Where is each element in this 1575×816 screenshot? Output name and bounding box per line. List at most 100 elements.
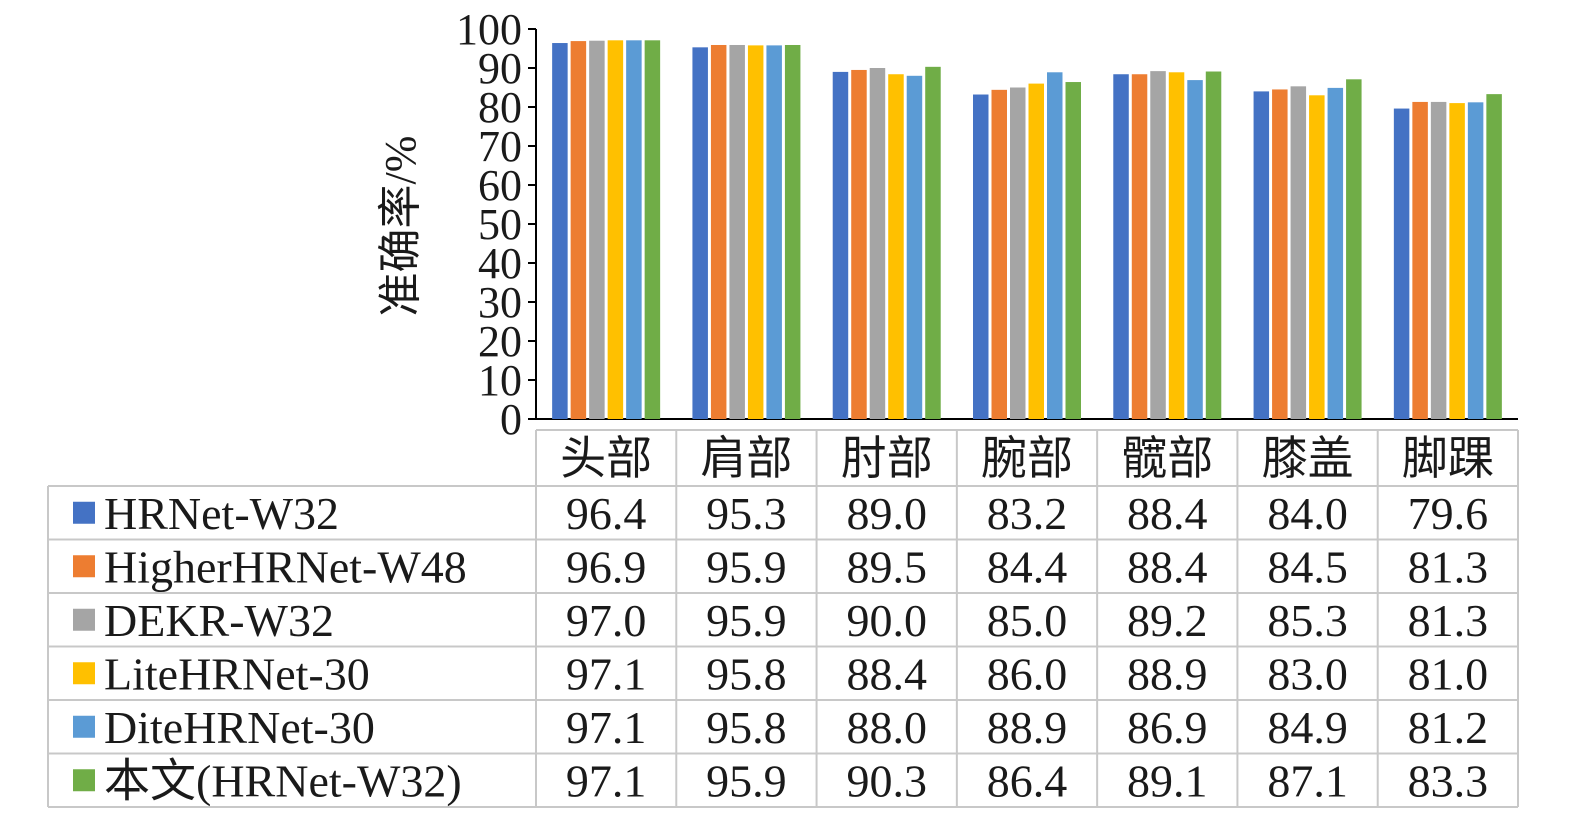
legend-swatch	[73, 769, 95, 792]
bar	[1187, 80, 1203, 419]
bar	[1467, 102, 1484, 419]
y-axis-label: 准确率/%	[376, 136, 425, 317]
bar	[1131, 74, 1148, 420]
data-label: 96.4	[566, 488, 647, 539]
x-tick-label: 髋部	[1121, 433, 1213, 484]
data-label: 85.0	[987, 595, 1068, 646]
data-label: 89.5	[846, 541, 927, 592]
data-label: 89.0	[846, 488, 927, 539]
bar	[1430, 101, 1447, 420]
bar	[869, 68, 886, 419]
data-label: 83.0	[1267, 648, 1348, 699]
data-label: 97.1	[566, 648, 647, 699]
data-label: 86.9	[1127, 702, 1208, 753]
bar	[626, 40, 642, 420]
y-tick-label: 70	[478, 122, 522, 171]
y-tick-label: 60	[478, 161, 522, 210]
data-label: 88.4	[1127, 488, 1208, 539]
data-label: 90.3	[846, 755, 927, 806]
y-tick-label: 50	[478, 200, 522, 249]
data-label: 79.6	[1408, 488, 1489, 539]
data-label: 95.9	[706, 595, 787, 646]
bar	[747, 45, 764, 419]
data-label: 97.1	[566, 702, 647, 753]
data-label: 90.0	[846, 595, 927, 646]
data-label: 83.3	[1408, 755, 1489, 806]
bar	[1010, 87, 1026, 419]
x-tick-label: 头部	[560, 433, 652, 484]
data-label: 81.0	[1408, 648, 1489, 699]
data-label: 88.9	[987, 702, 1068, 753]
legend-label: HigherHRNet-W48	[104, 541, 467, 592]
data-label: 86.0	[987, 648, 1068, 699]
legend-label: DiteHRNet-30	[104, 702, 375, 753]
bar	[888, 74, 904, 420]
data-label: 89.2	[1127, 595, 1208, 646]
y-tick-label: 30	[478, 278, 522, 327]
bar	[710, 44, 727, 420]
bar	[1113, 74, 1129, 420]
bar	[1486, 94, 1502, 419]
bar	[851, 69, 867, 419]
bar-series	[552, 40, 1502, 420]
bar	[552, 43, 568, 419]
data-label: 96.9	[566, 541, 647, 592]
bar	[1065, 82, 1081, 419]
data-label: 81.2	[1408, 702, 1489, 753]
legend-swatch	[73, 608, 95, 631]
bar	[991, 89, 1007, 419]
data-label: 97.1	[566, 755, 647, 806]
y-tick-label: 0	[500, 395, 522, 444]
y-tick-label: 40	[478, 239, 522, 288]
y-tick-label: 80	[478, 83, 522, 132]
bar	[1272, 89, 1288, 419]
bar	[1309, 95, 1325, 420]
data-label: 88.4	[1127, 541, 1208, 592]
bar	[1449, 103, 1465, 419]
bar	[1028, 83, 1044, 419]
data-label: 95.9	[706, 541, 787, 592]
data-label: 95.3	[706, 488, 787, 539]
legend-swatch	[73, 555, 95, 578]
y-tick-label: 10	[478, 356, 522, 405]
legend-label: 本文(HRNet-W32)	[104, 755, 462, 806]
x-tick-label: 肘部	[841, 433, 933, 484]
legend-label: LiteHRNet-30	[104, 648, 370, 699]
bar	[1047, 72, 1063, 419]
legend-label: HRNet-W32	[104, 488, 339, 539]
data-label: 89.1	[1127, 755, 1208, 806]
bar	[973, 94, 989, 420]
data-label: 87.1	[1267, 755, 1348, 806]
bar	[1205, 71, 1222, 419]
bar	[644, 40, 661, 420]
data-label: 95.9	[706, 755, 787, 806]
y-tick-label: 90	[478, 44, 522, 93]
legend-swatch	[73, 715, 95, 738]
data-label: 81.3	[1408, 541, 1489, 592]
legend-swatch	[73, 501, 95, 524]
bar	[1393, 108, 1410, 419]
bar	[832, 71, 849, 420]
data-label: 84.0	[1267, 488, 1348, 539]
x-tick-label: 肩部	[700, 433, 792, 484]
bar	[1290, 86, 1307, 419]
bar	[784, 44, 801, 420]
bar	[692, 47, 708, 419]
data-label: 84.9	[1267, 702, 1348, 753]
bar	[1150, 71, 1166, 420]
bar	[906, 75, 923, 420]
y-tick-label: 100	[456, 5, 522, 54]
data-label: 95.8	[706, 702, 787, 753]
bar	[1412, 101, 1428, 420]
data-label: 84.5	[1267, 541, 1348, 592]
bar	[607, 40, 624, 420]
y-tick-label: 20	[478, 317, 522, 366]
x-tick-label: 脚踝	[1402, 433, 1494, 484]
data-label: 81.3	[1408, 595, 1489, 646]
data-label: 86.4	[987, 755, 1068, 806]
bar	[729, 44, 745, 420]
bar	[1168, 72, 1185, 419]
bar	[925, 66, 941, 419]
